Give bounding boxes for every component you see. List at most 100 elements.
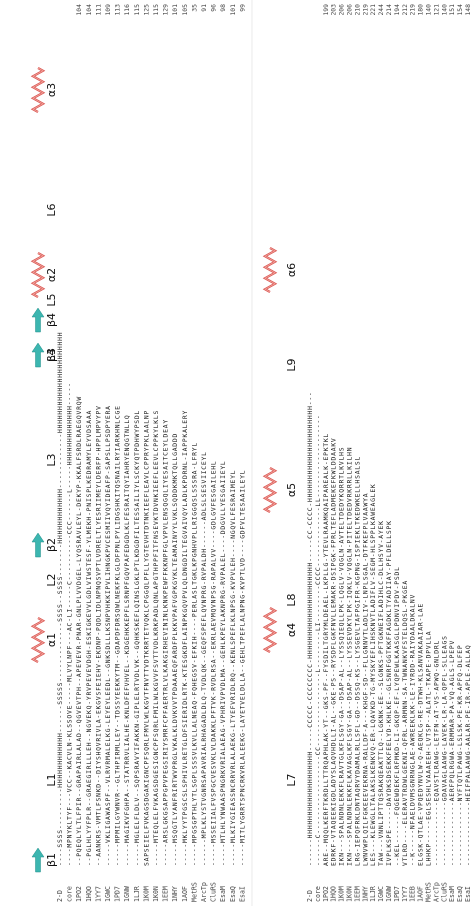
sequence: -----MGLELFLDLV--SQPSRAVYIFAKKN-GIPLELRT… xyxy=(133,410,141,866)
sequence: ------C-----------------CC--------------… xyxy=(314,415,322,866)
sequence: IKN---SPALNDNLEKKFLRAVTGLKFLSGY-GA--DSAP… xyxy=(338,447,346,866)
row-end: 35 xyxy=(190,4,198,12)
row-name: core xyxy=(66,886,74,902)
row-name: ArcTp xyxy=(432,882,440,902)
helix-icon-outline xyxy=(264,247,276,293)
structure-label: β4 xyxy=(45,313,58,327)
row-name: 1PO2 xyxy=(322,886,330,902)
structure-label: α1 xyxy=(45,633,58,647)
row-name: 1GNW xyxy=(123,886,131,902)
sequence: ------MPLKLYSTVGNRSAPAVRIALRHAGADLDLQ-TV… xyxy=(200,452,208,866)
row-name: 1GWC xyxy=(377,886,385,902)
row-end: 105 xyxy=(181,4,189,16)
sequence: --AANKRS-VMTLFSNKD--DIYSHQVRIVLA-EKGVSFE… xyxy=(94,406,102,866)
row-name: 1LJR xyxy=(133,886,141,902)
sequence: -----MLKIYGIEASSNCRRVRLALAEKG-LTYEFVRIDL… xyxy=(229,470,237,866)
row-name: 1K0M xyxy=(338,886,346,902)
sequence: -----VKLIGAWASPF--VLRVRMALELKG-LEYEYLEED… xyxy=(104,406,112,866)
sequence: IKN---SPALNDNLEKKFLKAVAGLKFLSGY-GA--DSAP… xyxy=(346,447,354,866)
row-name: 1AOF xyxy=(181,886,189,902)
strand-arrow xyxy=(31,342,45,368)
row-end: 125 xyxy=(142,4,150,16)
helix-icon-outline xyxy=(264,467,276,513)
structure-label: β1 xyxy=(45,853,58,867)
sequence: ----MPNYKLTYF---VCC--KACVLN-KLSSOVE-----… xyxy=(66,383,74,866)
sequence: --PQEQLYLTLFPIR--GRAPAIRLALAD--QGVEVTPH-… xyxy=(75,397,83,866)
row-end: 151 xyxy=(448,4,456,16)
sequence: -----MSSEIIALFVSPGCVESVKLVLDAKKLPFTVK-RV… xyxy=(210,461,218,866)
row-end: 154 xyxy=(456,4,464,16)
structure-label: α4 xyxy=(285,623,298,637)
strand-arrow xyxy=(31,307,45,333)
row-end: 111 xyxy=(94,4,102,16)
panel: L7 α4 L8 α5 L9 α6 2-D ------HHHHHHHHHHHHHHHHHHH… xyxy=(262,4,472,902)
sequence: SAPSEIELFVKAGSDGAKIGNCPFSQRLFMVLWLKGVTFN… xyxy=(142,410,150,866)
row-name: 1GWC xyxy=(104,886,112,902)
sequence: --------------EQAVSTLRAWG-LETFN-AT-VS-AP… xyxy=(432,640,440,866)
structure-label: L6 xyxy=(45,203,58,216)
row-end: 104 xyxy=(75,4,83,16)
row-name: 2-D xyxy=(306,890,314,902)
row-name: 1K0M xyxy=(142,886,150,902)
row-end: 101 xyxy=(229,4,237,16)
row-end: 121 xyxy=(432,4,440,16)
row-end: 109 xyxy=(104,4,112,16)
row-end: 244 xyxy=(377,4,385,16)
row-end: 104 xyxy=(85,4,93,16)
row-name: MetRS xyxy=(425,882,433,902)
row-name: 1EEM xyxy=(353,886,361,902)
sequence: LRG-IEPQFRKLDNTAQRVYDAMALRLLSFL-GD--DSSQ… xyxy=(353,456,361,866)
structure-label: α3 xyxy=(45,83,58,97)
sequence: -----MAGIKVFGHPA--STATRRVLIALHE-KNLDFEFV… xyxy=(123,415,131,866)
structure-label: β2 xyxy=(45,538,58,552)
row-name: 1PD7 xyxy=(393,886,401,902)
row-end: 113 xyxy=(114,4,122,16)
sequence: -----MKLYYTPGSCSLSPHIVLRETGLDFSIERIDLRTK… xyxy=(181,410,189,866)
sequence: -----MITLYGRRTSPNCRKVRLALEEKG-LAYETVELDL… xyxy=(238,470,246,866)
structure-label: L9 xyxy=(285,358,298,371)
row-name: EsaM xyxy=(448,886,456,902)
row-name: ArcTp xyxy=(200,882,208,902)
row-end: 194 xyxy=(393,4,401,16)
row-end: 221 xyxy=(369,4,377,16)
strand-arrow xyxy=(31,847,45,873)
row-end: 91 xyxy=(200,4,208,12)
sequence: IVPLKSPE-----DAYDKSDSEKKFEELYD-KHLKE--GL… xyxy=(385,521,393,866)
row-end: 129 xyxy=(162,4,170,16)
sequence: --PGLHLYYFPLR--GRAEGIRLLLEH--NGVEKQ-YRVP… xyxy=(85,410,93,866)
sequence: -----MTLHLYNWAASPNGRKVRIALAEAG-VPHRIVPVD… xyxy=(219,461,227,866)
row-end: 199 xyxy=(322,4,330,16)
sequence: ----SSSS---------HHHHHHHHHHHH------SSSSS… xyxy=(56,332,64,866)
structure-label: α5 xyxy=(285,483,298,497)
helix-icon-outline xyxy=(264,607,276,653)
row-end: 98 xyxy=(219,4,227,12)
sequence: -----MTEQLELFVKAGSDGESIGNCPFSQRLFMILWLKG… xyxy=(152,410,160,866)
structure-label: L7 xyxy=(285,773,298,786)
row-name: EsaQ xyxy=(229,886,237,902)
row-name: 1K0N xyxy=(346,886,354,902)
row-name: 1NHY xyxy=(361,886,369,902)
sequence: --KEL------FQGEWDEKFLRFMKD-LI-GKQP-EF-LY… xyxy=(393,567,401,866)
row-name: MetRS xyxy=(190,882,198,902)
sequence: --------------NYFTQTLPAWG-LSLSK-PE-KR-AP… xyxy=(456,645,464,866)
helix-icon-outline xyxy=(32,67,44,113)
structure-label: L2 xyxy=(45,573,58,586)
row-name: 1YY7 xyxy=(401,886,409,902)
sequence: --------------HEIFPALAAWG-AALAR-PE-IR-AP… xyxy=(464,645,472,866)
row-end: 101 xyxy=(171,4,179,16)
row-name: 1HQO xyxy=(330,886,338,902)
row-name: EsaI xyxy=(238,886,246,902)
row-end: 206 xyxy=(346,4,354,16)
structure-label: L5 xyxy=(45,293,58,306)
sequence: --K-----NFAELDVMSGNRNGLAE-AWREEKLKK-LE-I… xyxy=(409,594,417,866)
row-end: 140 xyxy=(440,4,448,16)
sequence: --------------AERFPQLRGWA-ERMMAR-PA-VQ-A… xyxy=(448,640,456,866)
row-end: 219 xyxy=(361,4,369,16)
row-end: 212 xyxy=(401,4,409,16)
helix-icon-outline xyxy=(32,252,44,298)
structure-label: L4 xyxy=(45,348,58,361)
